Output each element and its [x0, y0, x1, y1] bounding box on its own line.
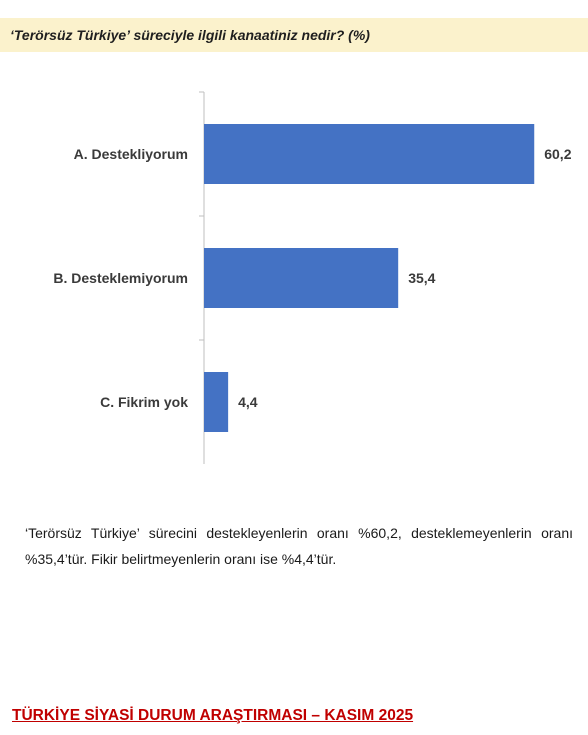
bar-chart: A. Destekliyorum 60,2 B. Desteklemiyorum 35…	[53, 91, 572, 464]
value-label-2: 4,4	[238, 394, 258, 410]
category-label-0: A. Destekliyorum	[74, 146, 188, 162]
question-header-band	[0, 18, 588, 52]
question-title: ‘Terörsüz Türkiye’ süreciyle ilgili kana…	[10, 27, 370, 43]
footer-title: TÜRKİYE SİYASİ DURUM ARAŞTIRMASI – KASIM…	[12, 707, 414, 724]
summary-paragraph: ‘Terörsüz Türkiye’ sürecini destekleyenl…	[25, 525, 573, 567]
bar-0	[204, 124, 535, 184]
category-label-1: B. Desteklemiyorum	[53, 270, 188, 286]
bar-1	[204, 248, 399, 308]
category-label-2: C. Fikrim yok	[100, 394, 188, 410]
value-label-0: 60,2	[544, 146, 571, 162]
bar-2	[204, 372, 229, 432]
value-label-1: 35,4	[408, 270, 435, 286]
